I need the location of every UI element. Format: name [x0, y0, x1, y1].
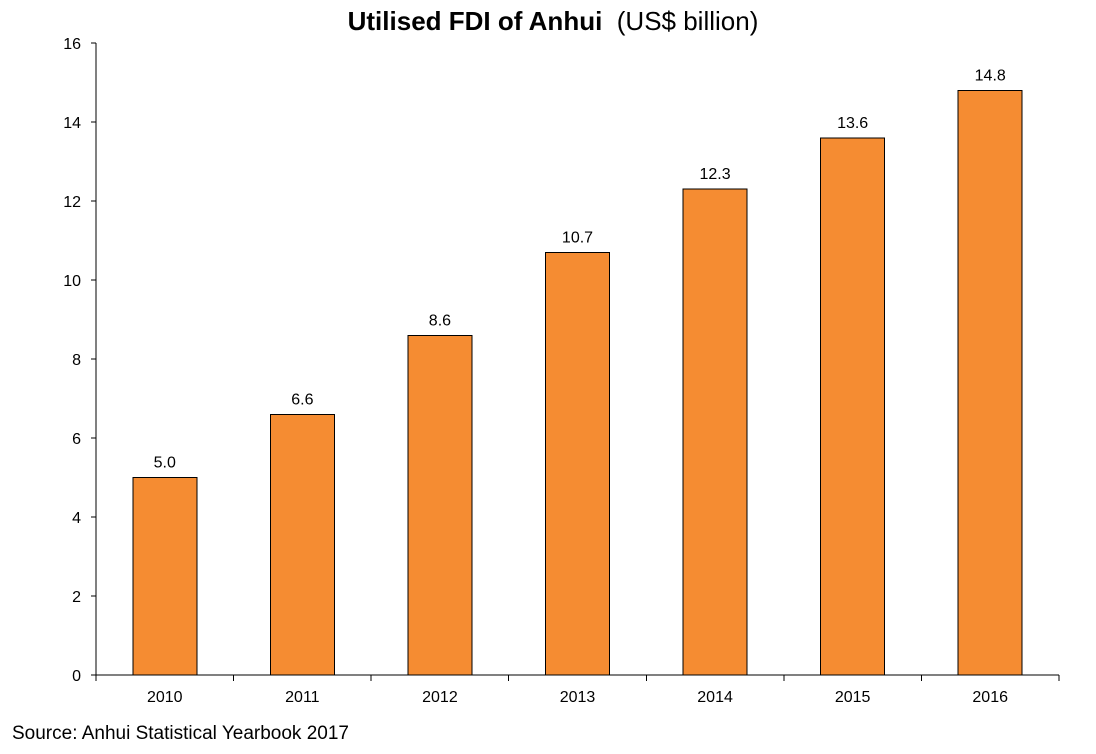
y-tick-label: 4	[72, 510, 81, 527]
data-label-2011: 6.6	[291, 391, 313, 408]
bar-2014	[682, 188, 748, 676]
x-tick-label-2012: 2012	[422, 689, 458, 706]
source-note: Source: Anhui Statistical Yearbook 2017	[12, 723, 349, 744]
chart-title: Utilised FDI of Anhui (US$ billion)	[348, 6, 759, 36]
data-label-2012: 8.6	[429, 312, 451, 329]
data-label-2016: 14.8	[975, 67, 1006, 84]
x-tick-label-2011: 2011	[285, 689, 320, 706]
y-tick-label: 6	[72, 431, 81, 448]
y-tick-label: 16	[63, 36, 81, 53]
bar-2012	[407, 334, 473, 676]
y-tick-label: 14	[63, 115, 81, 132]
bar-2015	[820, 137, 886, 676]
bar-2011	[269, 413, 335, 676]
bar-2013	[545, 251, 610, 676]
y-tick-label: 8	[72, 352, 81, 369]
x-tick-label-2016: 2016	[972, 689, 1008, 706]
data-label-2013: 10.7	[562, 229, 593, 246]
y-tick-label: 10	[63, 273, 81, 290]
data-label-2015: 13.6	[837, 115, 868, 132]
bar-series	[132, 89, 1023, 676]
y-tick-label: 12	[63, 194, 81, 211]
bar-2016	[957, 89, 1023, 676]
y-axis: 0 2 4 6 8 10 12 14 16	[63, 36, 97, 685]
bar-2010	[132, 477, 198, 676]
y-tick-label: 0	[72, 668, 81, 685]
data-label-2010: 5.0	[154, 455, 176, 472]
y-tick-label: 2	[72, 589, 81, 606]
x-tick-label-2015: 2015	[835, 689, 871, 706]
chart-title-main: Utilised FDI of Anhui	[348, 6, 603, 36]
x-tick-label-2010: 2010	[147, 689, 183, 706]
chart-title-unit: (US$ billion)	[617, 6, 759, 36]
data-labels: 5.0 6.6 8.6 10.7 12.3 13.6 14.8	[154, 67, 1006, 471]
x-tick-label-2013: 2013	[560, 689, 596, 706]
x-tick-label-2014: 2014	[697, 689, 733, 706]
x-axis: 2010 2011 2012 2013 2014 2015 2016	[95, 674, 1060, 706]
data-label-2014: 12.3	[700, 166, 731, 183]
